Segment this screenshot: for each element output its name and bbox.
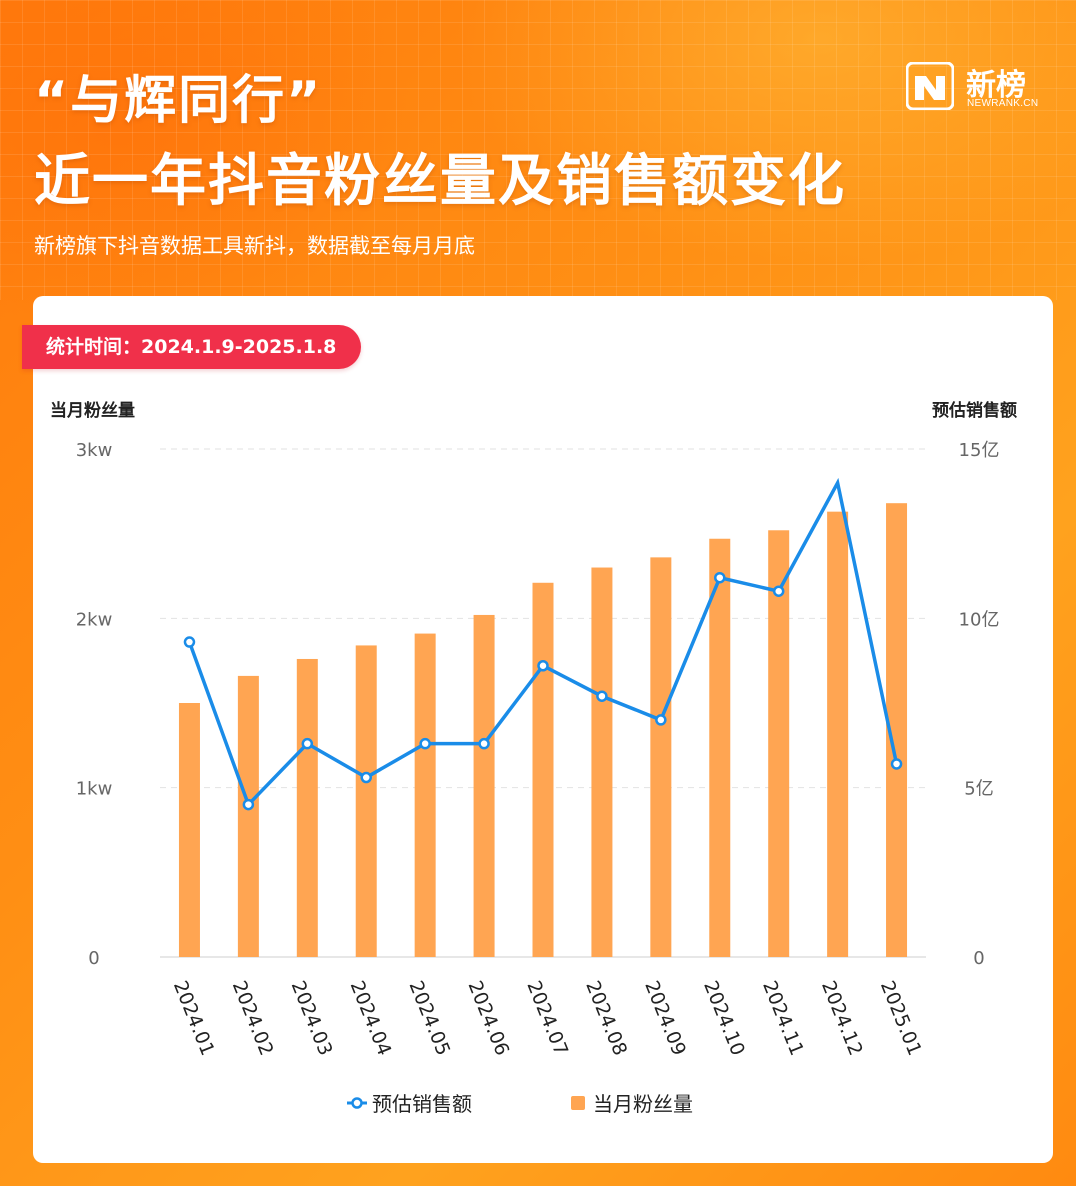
sales-point-2024.06 [478,737,490,750]
x-tick-label: 2024.09 [640,978,690,1059]
newrank-logo-icon [906,62,954,110]
x-tick-label: 2024.04 [346,978,396,1059]
logo-name: 新榜 [966,68,1026,103]
header-grid-pattern [0,0,1076,300]
x-tick-label: 2024.07 [522,978,572,1059]
x-tick-label: 2024.01 [169,978,219,1059]
sales-point-2024.02 [242,798,255,811]
left-axis-tick-label: 3kw [76,440,113,461]
line-legend-icon [347,1096,367,1109]
bar-2024.01 [178,703,200,957]
legend-sales-label: 预估销售额 [372,1092,472,1116]
sales-point-2024.01 [183,636,196,648]
left-axis-tick-label: 2kw [76,609,113,630]
bar-2024.08 [591,567,613,957]
x-tick-label: 2024.03 [287,978,337,1059]
time-range-badge: 统计时间：2024.1.9-2025.1.8 [22,325,361,369]
bar-2024.11 [768,530,790,957]
x-tick-label: 2025.01 [876,978,926,1059]
bar-2024.04 [355,645,377,957]
sales-point-2024.09 [655,714,667,726]
right-axis-tick-label: 15亿 [959,440,1000,461]
bar-2024.12 [827,511,849,957]
page-title: “与辉同行” [34,71,323,131]
page-subtitle: 新榜旗下抖音数据工具新抖，数据截至每月月底 [34,234,475,258]
legend-sales[interactable]: 预估销售额 [346,1088,472,1117]
bar-2024.05 [414,633,436,957]
page-title-line2: 近一年抖音粉丝量及销售额变化 [34,149,846,214]
newrank-logo: 新榜 NEWRANK.CN [906,62,1046,112]
logo-domain: NEWRANK.CN [967,98,1039,109]
bar-legend-swatch [571,1095,585,1110]
sales-point-2024.08 [596,690,608,702]
x-tick-label: 2024.11 [758,978,808,1059]
left-axis-tick-label: 1kw [76,779,113,800]
legend-fans-label: 当月粉丝量 [593,1092,693,1116]
x-tick-label: 2024.10 [699,978,749,1059]
right-axis-tick-label: 0 [973,948,984,969]
sales-point-2024.07 [537,659,549,672]
sales-point-2024.05 [419,737,431,750]
sales-point-2024.03 [301,737,314,750]
left-axis-tick-label: 0 [88,948,99,969]
bar-2024.10 [709,538,731,957]
sales-point-2025.01 [890,758,903,770]
right-axis-tick-label: 5亿 [964,779,993,800]
right-axis-title: 预估销售额 [932,401,1017,421]
bar-2024.03 [296,658,318,957]
sales-point-2024.10 [714,571,726,584]
legend-fans[interactable]: 当月粉丝量 [571,1088,693,1117]
x-tick-label: 2024.05 [405,978,455,1059]
bar-2024.02 [237,675,259,957]
sales-point-2024.04 [360,771,372,784]
bar-2024.09 [650,557,672,957]
bar-2024.06 [473,614,495,957]
bar-2024.07 [532,582,554,957]
right-axis-tick-label: 10亿 [959,609,1000,630]
x-tick-label: 2024.12 [817,978,867,1059]
left-axis-title: 当月粉丝量 [50,401,135,421]
x-tick-label: 2024.08 [581,978,631,1059]
bar-2025.01 [886,503,908,957]
x-tick-label: 2024.02 [228,978,278,1059]
x-tick-label: 2024.06 [463,978,513,1059]
sales-point-2024.11 [772,585,785,597]
